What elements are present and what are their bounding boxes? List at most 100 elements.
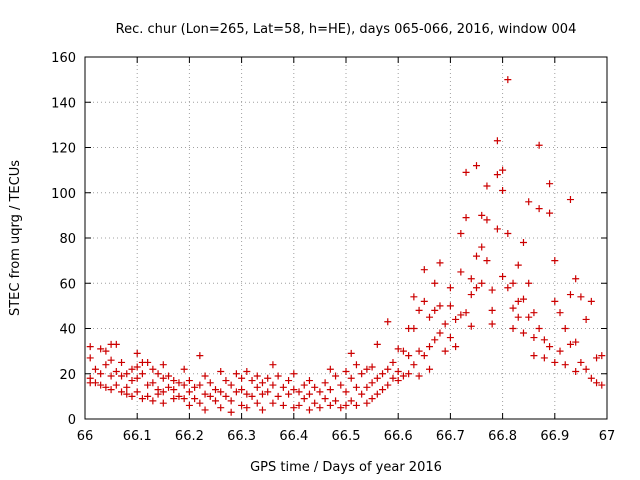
data-point	[175, 379, 183, 387]
data-point	[206, 379, 214, 387]
data-point	[441, 320, 449, 328]
data-point	[227, 381, 235, 389]
data-point	[420, 352, 428, 360]
data-point	[514, 297, 522, 305]
data-point	[467, 275, 475, 283]
data-point	[420, 266, 428, 274]
x-axis-label: GPS time / Days of year 2016	[250, 460, 442, 475]
data-point	[264, 388, 272, 396]
data-point	[133, 388, 141, 396]
data-point	[473, 284, 480, 292]
x-tick-label: 66.4	[279, 429, 308, 444]
data-point	[478, 243, 486, 251]
data-point	[138, 370, 146, 378]
data-point	[279, 383, 287, 391]
data-point	[165, 383, 173, 391]
data-point	[519, 239, 527, 247]
data-point	[363, 399, 371, 407]
data-point	[347, 397, 355, 405]
data-point	[587, 297, 595, 305]
data-point	[332, 397, 340, 405]
data-point	[196, 381, 204, 389]
data-point	[326, 386, 334, 394]
data-point	[264, 374, 272, 382]
data-point	[373, 374, 381, 382]
x-tick-label: 66.5	[332, 429, 361, 444]
data-point	[128, 377, 136, 385]
data-point	[185, 401, 193, 409]
y-tick-label: 0	[68, 413, 76, 428]
data-point	[394, 345, 402, 353]
data-point	[347, 349, 355, 357]
x-tick-label: 66.9	[540, 429, 569, 444]
data-point	[473, 252, 480, 260]
data-point	[201, 390, 209, 398]
data-point	[530, 309, 538, 317]
data-point	[332, 372, 340, 380]
data-point	[248, 392, 256, 400]
data-point	[572, 367, 580, 375]
data-point	[217, 367, 225, 375]
data-point	[243, 367, 251, 375]
data-point	[212, 397, 219, 405]
data-point	[431, 306, 439, 314]
data-point	[399, 347, 407, 355]
data-point	[175, 392, 183, 400]
data-point	[305, 406, 313, 414]
data-point	[91, 365, 99, 373]
data-point	[525, 313, 533, 321]
data-point	[342, 367, 350, 375]
x-tick-label: 66.7	[436, 429, 465, 444]
data-point	[154, 370, 162, 378]
data-point	[321, 395, 329, 403]
data-point	[311, 383, 319, 391]
data-point	[352, 401, 360, 409]
data-point	[274, 392, 282, 400]
data-point	[504, 284, 512, 292]
data-point	[540, 336, 548, 344]
y-axis-label: STEC from uqrg / TECUs	[8, 160, 23, 316]
data-point	[305, 377, 313, 385]
data-point	[415, 372, 423, 380]
data-point	[358, 370, 366, 378]
data-point	[436, 329, 444, 337]
data-point	[154, 390, 162, 398]
data-point	[551, 257, 559, 265]
data-point	[514, 261, 522, 269]
data-point	[201, 372, 209, 380]
data-point	[410, 293, 418, 301]
data-point	[269, 381, 277, 389]
data-points	[86, 76, 606, 416]
data-point	[493, 225, 501, 233]
data-point	[128, 392, 136, 400]
data-point	[587, 374, 595, 382]
data-point	[112, 381, 120, 389]
data-point	[326, 401, 334, 409]
data-point	[566, 196, 574, 204]
data-point	[399, 372, 407, 380]
y-tick-label: 60	[59, 277, 76, 292]
data-point	[347, 374, 355, 382]
data-point	[107, 356, 115, 364]
data-point	[159, 361, 167, 369]
data-point	[499, 272, 507, 280]
x-tick-label: 66.2	[175, 429, 204, 444]
data-point	[222, 377, 230, 385]
data-point	[107, 372, 115, 380]
data-point	[462, 309, 470, 317]
data-point	[572, 275, 580, 283]
data-point	[285, 377, 293, 385]
data-point	[368, 395, 376, 403]
data-point	[342, 388, 350, 396]
data-point	[159, 374, 167, 382]
data-point	[593, 379, 601, 387]
data-point	[159, 388, 167, 396]
data-point	[165, 372, 173, 380]
data-point	[478, 279, 486, 287]
data-point	[488, 320, 496, 328]
data-point	[149, 365, 157, 373]
data-point	[467, 322, 475, 330]
data-point	[452, 315, 460, 323]
y-tick-label: 80	[59, 232, 76, 247]
